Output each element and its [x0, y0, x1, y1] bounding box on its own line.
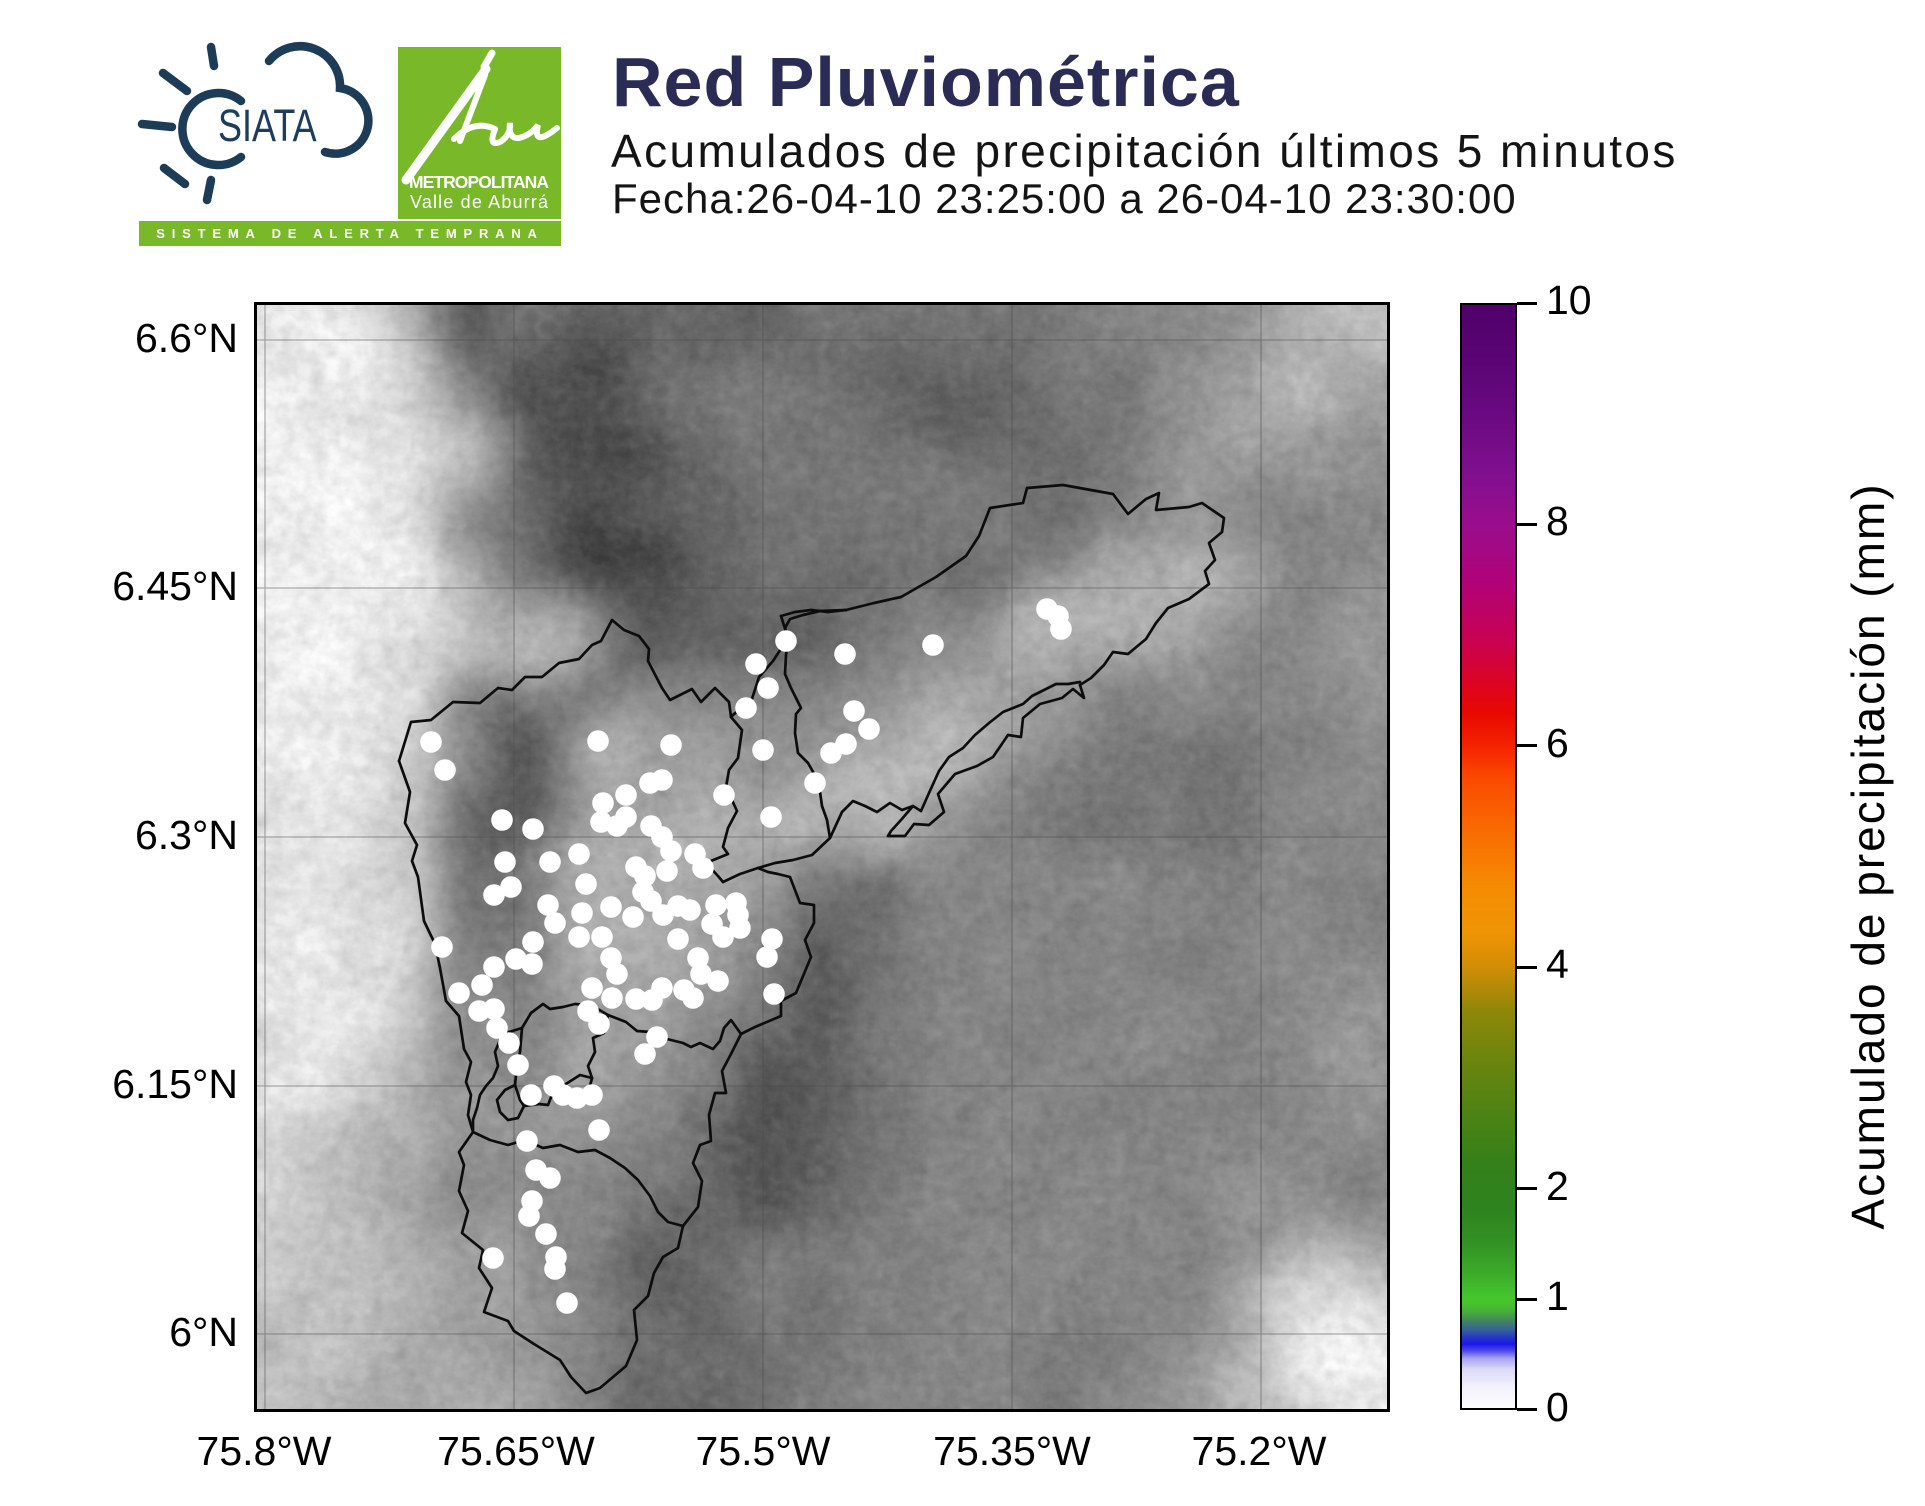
svg-text:Valle de Aburrá: Valle de Aburrá: [410, 192, 549, 212]
svg-text:METROPOLITANA: METROPOLITANA: [409, 172, 549, 192]
